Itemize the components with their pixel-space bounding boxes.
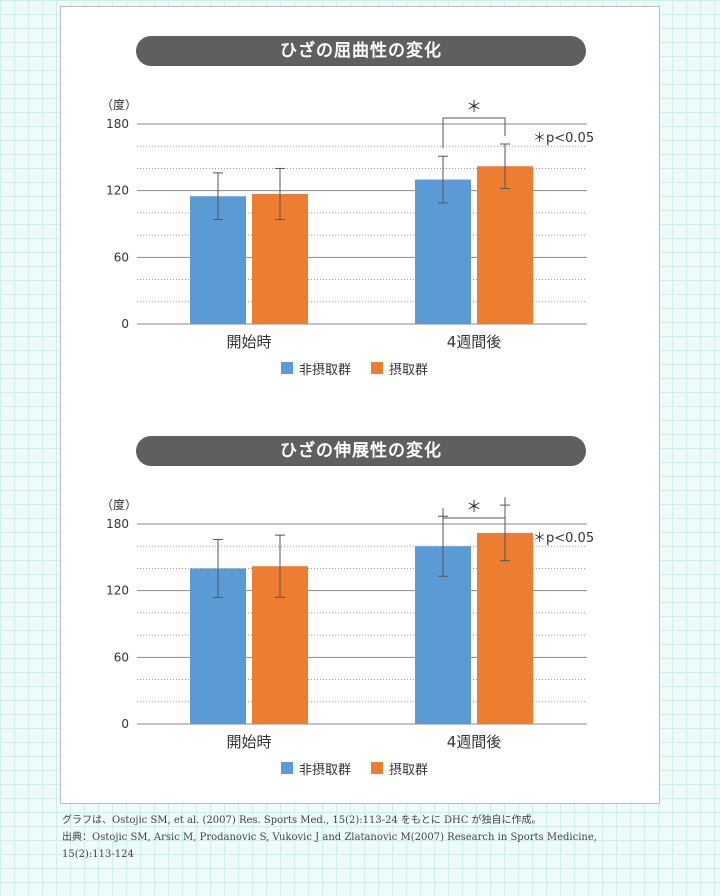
flexion-chart: ひざの屈曲性の変化 0 60 120 180 （度） 開始時 4週間後 ＊ ＊p<0.05 非摂… [61, 7, 661, 397]
y-tick-label: 0 [121, 717, 129, 731]
chart-legend: 非摂取群 摂取群 [281, 759, 448, 778]
significance-note: ＊p<0.05 [533, 531, 594, 546]
legend-item-treatment: 摂取群 [371, 759, 428, 778]
y-tick-label: 180 [106, 117, 129, 131]
legend-label: 非摂取群 [299, 362, 352, 378]
y-tick-label: 120 [106, 584, 129, 598]
y-tick-label: 180 [106, 517, 129, 531]
footnote-line: 15(2):113-124 [62, 849, 134, 860]
chart-title: ひざの屈曲性の変化 [136, 36, 586, 66]
legend-swatch-blue [281, 362, 293, 374]
chart-panel: ひざの屈曲性の変化 0 60 120 180 （度） 開始時 4週間後 ＊ ＊p<0.05 非摂… [60, 6, 660, 804]
bar-control [415, 179, 471, 324]
significance-mark: ＊ [466, 497, 482, 516]
significance-mark: ＊ [466, 97, 482, 116]
legend-swatch-orange [371, 762, 384, 774]
y-tick-label: 120 [106, 184, 129, 198]
legend-item-control: 非摂取群 [281, 359, 351, 378]
x-tick-label: 4週間後 [447, 333, 502, 351]
y-axis-label: （度） [101, 497, 137, 512]
chart-legend: 非摂取群 摂取群 [281, 359, 448, 378]
significance-bracket [442, 117, 506, 149]
y-tick-label: 0 [121, 317, 129, 331]
y-axis-label: （度） [101, 97, 137, 112]
footnote-line: 出典：Ostojic SM, Arsic M, Prodanovic S, Vu… [62, 832, 597, 843]
legend-swatch-orange [371, 362, 384, 374]
bar-treatment [477, 532, 533, 724]
extension-chart: ひざの伸展性の変化 0 60 120 180 （度） 開始時 4週間後 ＊ ＊p<0.05 非摂… [61, 407, 661, 797]
legend-swatch-blue [281, 762, 293, 774]
extension-plot: 0 60 120 180 （度） 開始時 4週間後 ＊ ＊p<0.05 [101, 497, 594, 751]
significance-bracket [442, 497, 506, 519]
x-tick-label: 開始時 [226, 733, 271, 751]
footnote-line: グラフは、Ostojic SM, et al. (2007) Res. Spor… [62, 815, 542, 826]
significance-note: ＊p<0.05 [533, 131, 594, 146]
y-tick-label: 60 [114, 250, 129, 264]
legend-label: 摂取群 [389, 362, 429, 378]
legend-label: 非摂取群 [299, 762, 352, 778]
legend-item-treatment: 摂取群 [371, 359, 428, 378]
y-tick-label: 60 [114, 650, 129, 664]
x-tick-label: 開始時 [226, 333, 271, 351]
flexion-plot: 0 60 120 180 （度） 開始時 4週間後 ＊ ＊p<0.05 [101, 97, 594, 351]
legend-item-control: 非摂取群 [281, 759, 351, 778]
source-footnote: グラフは、Ostojic SM, et al. (2007) Res. Spor… [62, 812, 702, 863]
chart-title: ひざの伸展性の変化 [136, 436, 586, 466]
x-tick-label: 4週間後 [447, 733, 502, 751]
legend-label: 摂取群 [389, 762, 429, 778]
bar-treatment [477, 166, 533, 324]
